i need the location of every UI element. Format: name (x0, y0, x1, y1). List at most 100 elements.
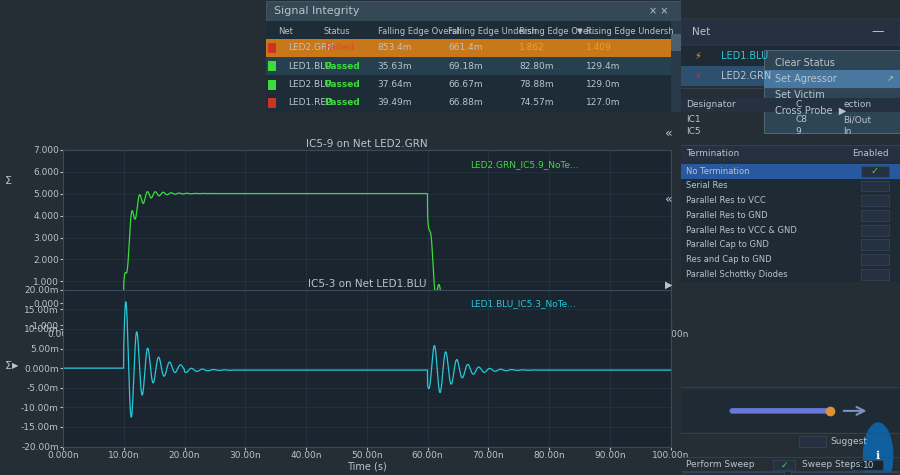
FancyBboxPatch shape (683, 472, 784, 475)
Text: Enabled: Enabled (852, 149, 888, 158)
Text: No Termination: No Termination (686, 167, 749, 176)
FancyBboxPatch shape (681, 164, 900, 179)
Text: Passed: Passed (324, 98, 359, 107)
Text: 69.18m: 69.18m (448, 62, 483, 71)
Text: 82.80m: 82.80m (519, 62, 554, 71)
FancyBboxPatch shape (681, 19, 900, 45)
FancyBboxPatch shape (860, 225, 889, 236)
FancyBboxPatch shape (790, 472, 898, 475)
Text: LED2.GRN_IC5.9_NoTe...: LED2.GRN_IC5.9_NoTe... (470, 160, 579, 169)
Text: 66.88m: 66.88m (448, 98, 483, 107)
FancyBboxPatch shape (670, 21, 681, 112)
FancyBboxPatch shape (266, 21, 681, 40)
Text: Sweep Steps:: Sweep Steps: (802, 460, 863, 469)
FancyBboxPatch shape (267, 80, 276, 90)
Text: 661.4m: 661.4m (448, 44, 483, 52)
FancyBboxPatch shape (860, 254, 889, 265)
Text: × ×: × × (650, 6, 669, 16)
Title: IC5-9 on Net LED2.GRN: IC5-9 on Net LED2.GRN (306, 139, 427, 149)
FancyBboxPatch shape (681, 179, 900, 193)
Text: 1.409: 1.409 (586, 44, 611, 52)
Text: ▼: ▼ (577, 28, 582, 34)
FancyBboxPatch shape (681, 146, 900, 161)
Text: Rising Edge Over...: Rising Edge Over... (519, 27, 598, 36)
Text: —: — (872, 25, 885, 38)
FancyBboxPatch shape (266, 94, 681, 112)
FancyBboxPatch shape (266, 1, 681, 21)
FancyBboxPatch shape (681, 46, 900, 66)
Text: 66.67m: 66.67m (448, 80, 483, 89)
Text: Designator: Designator (686, 101, 735, 109)
Text: 129.0m: 129.0m (586, 80, 620, 89)
Text: Σ: Σ (4, 361, 12, 371)
FancyBboxPatch shape (681, 98, 900, 112)
Text: IC5: IC5 (686, 127, 700, 136)
Text: Falling Edge Undersh: Falling Edge Undersh (448, 27, 537, 36)
Text: ⚡: ⚡ (695, 70, 701, 81)
FancyBboxPatch shape (681, 66, 900, 86)
Text: Parallel Schottky Diodes: Parallel Schottky Diodes (686, 270, 788, 279)
FancyBboxPatch shape (860, 269, 889, 280)
Text: 35.63m: 35.63m (378, 62, 412, 71)
FancyBboxPatch shape (681, 208, 900, 223)
FancyBboxPatch shape (266, 75, 681, 94)
FancyBboxPatch shape (681, 193, 900, 208)
FancyBboxPatch shape (681, 267, 900, 282)
FancyBboxPatch shape (773, 460, 795, 470)
Text: Termination: Termination (686, 149, 739, 158)
FancyBboxPatch shape (681, 390, 900, 432)
Text: Failed: Failed (324, 44, 355, 52)
Text: ection: ection (843, 101, 871, 109)
Text: Net: Net (692, 27, 710, 37)
Text: Parallel Res to VCC: Parallel Res to VCC (686, 196, 765, 205)
X-axis label: Time (s): Time (s) (346, 461, 387, 471)
Text: IC1: IC1 (686, 115, 700, 124)
Text: Parallel Res to VCC & GND: Parallel Res to VCC & GND (686, 226, 796, 235)
Text: LED1.RED: LED1.RED (288, 98, 333, 107)
FancyBboxPatch shape (860, 195, 889, 206)
Text: Set Agressor: Set Agressor (775, 74, 837, 84)
FancyBboxPatch shape (764, 50, 900, 133)
Text: Passed: Passed (324, 80, 359, 89)
Text: 10: 10 (863, 461, 874, 469)
Text: C8: C8 (795, 115, 807, 124)
Text: LED1.BLU: LED1.BLU (288, 62, 331, 71)
Text: C: C (795, 101, 801, 109)
Text: ⚡: ⚡ (695, 50, 701, 61)
FancyBboxPatch shape (681, 238, 900, 252)
FancyBboxPatch shape (267, 43, 276, 53)
Text: LED2.GRN: LED2.GRN (721, 70, 771, 81)
Text: «: « (665, 126, 672, 140)
FancyBboxPatch shape (860, 166, 889, 177)
Text: ✓: ✓ (780, 461, 788, 469)
FancyBboxPatch shape (267, 61, 276, 71)
Text: Parallel Cap to GND: Parallel Cap to GND (686, 240, 769, 249)
FancyBboxPatch shape (764, 70, 900, 88)
Text: Serial Res: Serial Res (686, 181, 727, 190)
Text: Falling Edge Oversh: Falling Edge Oversh (378, 27, 462, 36)
Text: Passed: Passed (324, 62, 359, 71)
Text: ▶: ▶ (665, 280, 672, 290)
Text: 1.862: 1.862 (519, 44, 544, 52)
Text: ℹ: ℹ (876, 450, 880, 461)
Text: Status: Status (324, 27, 350, 36)
Text: Parallel Res to GND: Parallel Res to GND (686, 211, 768, 220)
Text: LED1.BLU_IC5.3_NoTe...: LED1.BLU_IC5.3_NoTe... (470, 299, 576, 308)
Circle shape (863, 422, 894, 475)
Text: In: In (843, 127, 851, 136)
Text: 9: 9 (795, 127, 801, 136)
Text: 39.49m: 39.49m (378, 98, 412, 107)
FancyBboxPatch shape (860, 210, 889, 221)
Text: Suggest: Suggest (830, 437, 867, 446)
Text: ✓: ✓ (871, 166, 879, 176)
Text: Cross Probe  ▶: Cross Probe ▶ (775, 106, 847, 116)
FancyBboxPatch shape (266, 57, 681, 75)
X-axis label: Time (s): Time (s) (346, 340, 387, 350)
Text: 37.64m: 37.64m (378, 80, 412, 89)
Text: Set Victim: Set Victim (775, 90, 825, 100)
Text: Perform Sweep: Perform Sweep (686, 460, 754, 469)
Text: ↗: ↗ (886, 75, 894, 83)
Text: Σ: Σ (4, 175, 12, 186)
Text: Net: Net (278, 27, 293, 36)
Text: LED2.GRN: LED2.GRN (288, 44, 335, 52)
